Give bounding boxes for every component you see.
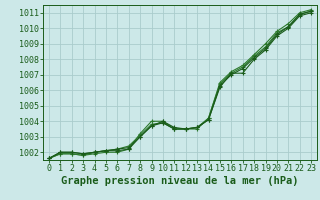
X-axis label: Graphe pression niveau de la mer (hPa): Graphe pression niveau de la mer (hPa) [61,176,299,186]
